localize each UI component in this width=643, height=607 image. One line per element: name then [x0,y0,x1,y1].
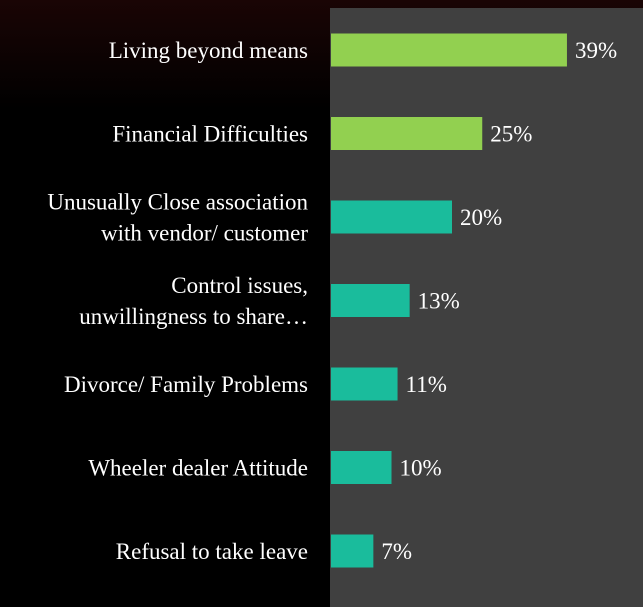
category-label-6: Refusal to take leave [116,539,308,564]
category-label-2: Unusually Close association with vendor/ … [47,190,308,246]
category-label-3: Control issues, unwillingness to share… [79,273,308,329]
value-label-4: 11% [406,372,447,397]
bar-3 [331,284,410,317]
category-label-4: Divorce/ Family Problems [64,372,308,397]
category-label-0: Living beyond means [109,38,308,63]
category-label-5: Wheeler dealer Attitude [88,456,308,481]
category-label-1: Financial Difficulties [112,122,308,147]
value-label-6: 7% [381,539,412,564]
value-label-3: 13% [418,289,460,314]
value-label-1: 25% [490,122,532,147]
bar-6 [331,534,374,568]
bar-4 [331,367,398,401]
bar-0 [331,33,567,67]
value-label-2: 20% [460,205,502,230]
value-label-5: 10% [400,456,442,481]
value-label-0: 39% [575,38,617,63]
bar-2 [331,200,452,234]
bar-5 [331,451,392,484]
bar-1 [331,117,483,150]
